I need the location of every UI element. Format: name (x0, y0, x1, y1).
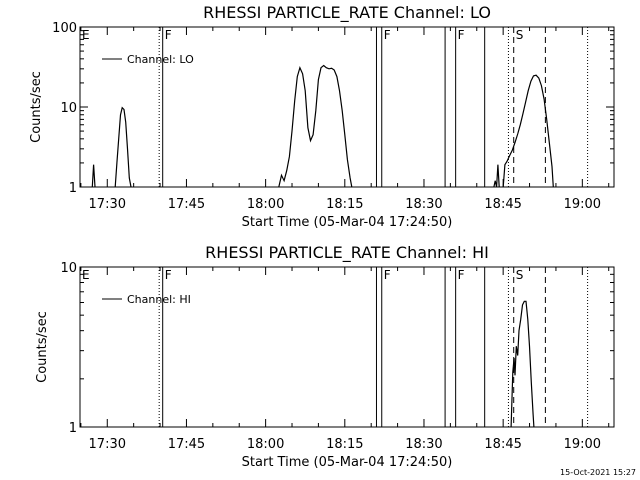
x-tick-label: 18:45 (484, 197, 521, 212)
ticks-lo: 17:30 17:45 18:00 18:15 18:30 18:45 19:00 1 10 10… (52, 21, 614, 212)
plot-frame-lo (79, 26, 615, 188)
x-tick-label: 17:45 (168, 197, 205, 212)
y-axis-label-hi: Counts/sec (35, 311, 50, 383)
y-tick-label: 1 (69, 181, 77, 196)
x-tick-label: 18:00 (247, 197, 284, 212)
legend-label-lo: Channel: LO (127, 53, 194, 66)
y-tick-label: 1 (69, 421, 77, 436)
panel-hi: RHESSI PARTICLE_RATE Channel: HI Start T… (35, 243, 615, 470)
marker-label-s-lo: S (516, 28, 524, 42)
x-tick-label: 18:00 (247, 437, 284, 452)
x-tick-label: 19:00 (564, 437, 601, 452)
plot-frame-hi (79, 266, 615, 428)
x-tick-label: 17:45 (168, 437, 205, 452)
series-hi (510, 300, 535, 428)
legend-hi: Channel: HI (102, 293, 191, 306)
y-tick-label: 10 (60, 261, 77, 276)
x-tick-label: 18:30 (405, 197, 442, 212)
x-tick-label: 18:45 (484, 437, 521, 452)
series-line-lo-segment-5 (502, 74, 554, 188)
ticks-hi: 17:30 17:45 18:00 18:15 18:30 18:45 19:00 1 10 (60, 261, 614, 452)
y-tick-label: 10 (60, 101, 77, 116)
x-tick-label: 19:00 (564, 197, 601, 212)
marker-label-f-hi: F (458, 268, 465, 282)
series-line-lo-segment-3 (278, 64, 353, 188)
series-line-hi-segment-1 (510, 300, 535, 428)
x-tick-label: 18:15 (326, 197, 363, 212)
y-axis-label-lo: Counts/sec (29, 71, 44, 143)
panel-lo: RHESSI PARTICLE_RATE Channel: LO Start T… (29, 3, 615, 230)
chart-title-hi: RHESSI PARTICLE_RATE Channel: HI (205, 243, 489, 263)
marker-label-f-lo: F (165, 28, 172, 42)
series-line-lo-segment-1 (91, 164, 96, 188)
y-tick-label: 100 (52, 21, 77, 36)
marker-label-s-hi: S (516, 268, 524, 282)
footer-timestamp: 15-Oct-2021 15:27 (560, 468, 636, 477)
series-lo (91, 64, 554, 188)
marker-label-f-lo: F (384, 28, 391, 42)
x-axis-label-hi: Start Time (05-Mar-04 17:24:50) (242, 455, 453, 470)
chart-title-lo: RHESSI PARTICLE_RATE Channel: LO (203, 3, 491, 23)
marker-label-f-lo: F (458, 28, 465, 42)
x-tick-label: 17:30 (89, 437, 126, 452)
series-line-lo-segment-2 (114, 106, 132, 188)
legend-lo: Channel: LO (102, 53, 194, 66)
marker-label-e-hi: E (82, 268, 90, 282)
x-axis-label-lo: Start Time (05-Mar-04 17:24:50) (242, 215, 453, 230)
series-line-lo-segment-4 (493, 164, 500, 188)
marker-label-f-hi: F (165, 268, 172, 282)
x-tick-label: 17:30 (89, 197, 126, 212)
marker-label-f-hi: F (384, 268, 391, 282)
legend-label-hi: Channel: HI (127, 293, 191, 306)
x-tick-label: 18:30 (405, 437, 442, 452)
x-tick-label: 18:15 (326, 437, 363, 452)
marker-label-e-lo: E (82, 28, 90, 42)
